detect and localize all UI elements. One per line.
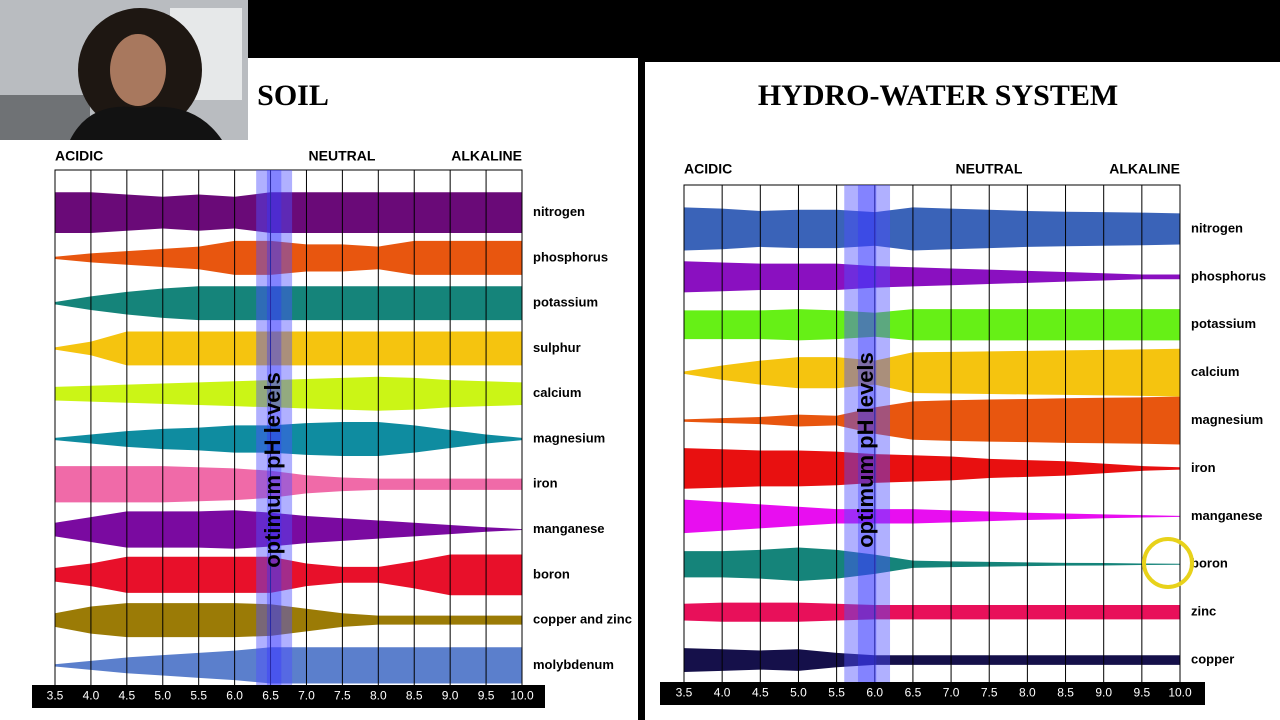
hydro-chart: HYDRO-WATER SYSTEM ACIDIC NEUTRAL ALKALINE n… xyxy=(660,79,1266,705)
nutrient-label: potassium xyxy=(1191,316,1256,331)
nutrient-label: calcium xyxy=(1191,364,1239,379)
zone-label: ACIDIC xyxy=(684,161,732,177)
shirt xyxy=(70,106,222,140)
x-tick-label: 7.0 xyxy=(943,686,960,700)
nutrient-band xyxy=(684,309,1180,341)
x-tick-label: 7.5 xyxy=(334,689,351,703)
nutrient-label: manganese xyxy=(1191,508,1263,523)
x-tick-label: 5.5 xyxy=(190,689,207,703)
x-tick-label: 7.5 xyxy=(981,686,998,700)
optimum-band xyxy=(256,170,293,688)
optimum-label: optimum pH levels xyxy=(853,352,878,548)
x-tick-label: 9.5 xyxy=(1134,686,1151,700)
zone-label: NEUTRAL xyxy=(309,148,376,164)
face xyxy=(110,34,166,106)
x-tick-label: 9.0 xyxy=(442,689,459,703)
x-tick-label: 6.5 xyxy=(262,689,279,703)
nutrient-label: boron xyxy=(533,566,570,581)
zone-label: ALKALINE xyxy=(451,148,522,164)
nutrient-band xyxy=(684,602,1180,622)
nutrient-label: boron xyxy=(1191,556,1228,571)
nutrient-band xyxy=(684,648,1180,673)
x-tick-label: 5.0 xyxy=(154,689,171,703)
nutrient-label: phosphorus xyxy=(1191,268,1266,283)
nutrient-band xyxy=(684,448,1180,489)
x-axis-strip xyxy=(32,685,545,708)
webcam xyxy=(0,0,248,140)
nutrient-label: iron xyxy=(533,476,558,491)
x-tick-label: 4.5 xyxy=(119,689,136,703)
x-tick-label: 6.5 xyxy=(905,686,922,700)
nutrient-label: copper xyxy=(1191,651,1234,666)
x-tick-label: 9.5 xyxy=(478,689,495,703)
nutrient-band xyxy=(55,510,522,549)
zone-label: ACIDIC xyxy=(55,148,103,164)
x-tick-label: 10.0 xyxy=(510,689,534,703)
x-tick-label: 10.0 xyxy=(1168,686,1192,700)
optimum-core xyxy=(266,170,282,688)
x-tick-label: 8.5 xyxy=(406,689,423,703)
nutrient-band xyxy=(684,547,1180,582)
zone-label: NEUTRAL xyxy=(956,161,1023,177)
nutrient-band xyxy=(55,331,522,366)
nutrient-label: magnesium xyxy=(533,430,605,445)
nutrient-label: phosphorus xyxy=(533,249,608,264)
optimum-core xyxy=(857,185,877,684)
nutrient-label: calcium xyxy=(533,385,581,400)
optimum-label: optimum pH levels xyxy=(260,372,285,568)
nutrient-label: magnesium xyxy=(1191,412,1263,427)
nutrient-band xyxy=(684,396,1180,445)
nutrient-label: potassium xyxy=(533,295,598,310)
soil-chart: SOIL ACIDIC NEUTRAL ALKALINE nitrogen phospho… xyxy=(32,79,632,708)
nutrient-band xyxy=(55,192,522,234)
nutrient-band xyxy=(684,261,1180,293)
x-tick-label: 9.0 xyxy=(1095,686,1112,700)
x-tick-label: 8.5 xyxy=(1057,686,1074,700)
x-tick-label: 3.5 xyxy=(676,686,693,700)
nutrient-label: sulphur xyxy=(533,340,581,355)
x-tick-label: 4.5 xyxy=(752,686,769,700)
x-tick-label: 8.0 xyxy=(370,689,387,703)
nutrient-label: nitrogen xyxy=(1191,220,1243,235)
x-tick-label: 5.5 xyxy=(828,686,845,700)
nutrient-band xyxy=(55,647,522,684)
nutrient-band xyxy=(684,348,1180,397)
x-tick-label: 5.0 xyxy=(790,686,807,700)
x-tick-label: 8.0 xyxy=(1019,686,1036,700)
nutrient-label: molybdenum xyxy=(533,657,614,672)
zone-label: ALKALINE xyxy=(1109,161,1180,177)
nutrient-band xyxy=(55,240,522,275)
nutrient-label: iron xyxy=(1191,460,1216,475)
nutrient-label: nitrogen xyxy=(533,204,585,219)
nutrient-band xyxy=(55,603,522,638)
nutrient-label: manganese xyxy=(533,521,605,536)
nutrient-band xyxy=(55,466,522,503)
x-tick-label: 3.5 xyxy=(47,689,64,703)
x-tick-label: 4.0 xyxy=(714,686,731,700)
x-tick-label: 6.0 xyxy=(226,689,243,703)
chart-title: HYDRO-WATER SYSTEM xyxy=(758,79,1118,112)
x-tick-label: 7.0 xyxy=(298,689,315,703)
chart-title: SOIL xyxy=(257,79,329,112)
x-axis-strip xyxy=(660,682,1205,705)
cursor-highlight xyxy=(1142,537,1194,589)
optimum-band xyxy=(844,185,891,684)
x-tick-label: 6.0 xyxy=(866,686,883,700)
nutrient-band xyxy=(55,376,522,411)
nutrient-label: copper and zinc xyxy=(533,612,632,627)
nutrient-band xyxy=(55,286,522,321)
nutrient-band xyxy=(55,554,522,596)
nutrient-band xyxy=(684,499,1180,534)
nutrient-band xyxy=(684,207,1180,251)
nutrient-band xyxy=(55,422,522,456)
x-tick-label: 4.0 xyxy=(83,689,100,703)
nutrient-label: zinc xyxy=(1191,604,1216,619)
